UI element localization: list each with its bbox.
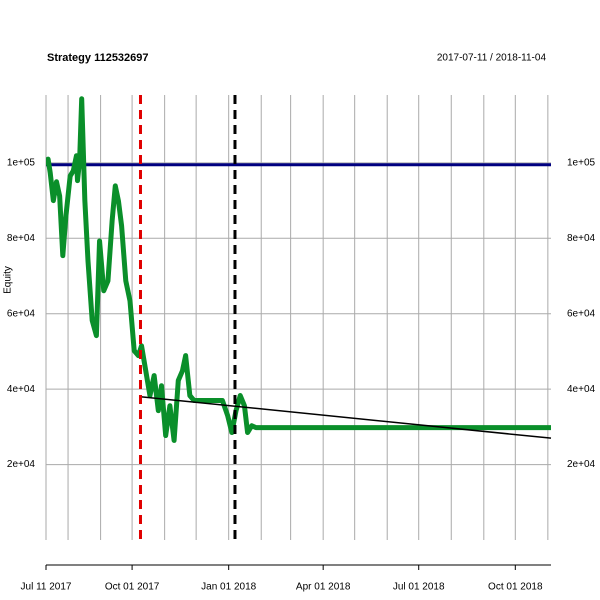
x-tick-label: Apr 01 2018 (296, 582, 351, 593)
y-tick-label: 6e+04 (567, 308, 596, 319)
y-tick-label: 2e+04 (7, 459, 36, 470)
x-tick-label: Oct 01 2018 (488, 582, 543, 593)
y-tick-label: 1e+05 (567, 158, 596, 169)
x-tick-label: Oct 01 2017 (105, 582, 160, 593)
y-tick-label: 1e+05 (7, 158, 36, 169)
y-tick-label: 2e+04 (567, 459, 596, 470)
equity-line (46, 96, 551, 443)
x-tick-label: Jan 01 2018 (201, 582, 256, 593)
chart-subtitle: 2017-07-11 / 2018-11-04 (437, 53, 547, 64)
y-tick-label: 8e+04 (567, 233, 596, 244)
y-axis-label: Equity (3, 266, 14, 294)
y-tick-label: 4e+04 (7, 384, 36, 395)
y-tick-label: 6e+04 (7, 308, 36, 319)
y-tick-label: 8e+04 (7, 233, 36, 244)
chart-title: Strategy 112532697 (47, 52, 149, 64)
trend-line (140, 395, 552, 439)
x-tick-label: Jul 01 2018 (393, 582, 445, 593)
x-tick-label: Jul 11 2017 (21, 582, 72, 593)
y-tick-label: 4e+04 (567, 384, 596, 395)
